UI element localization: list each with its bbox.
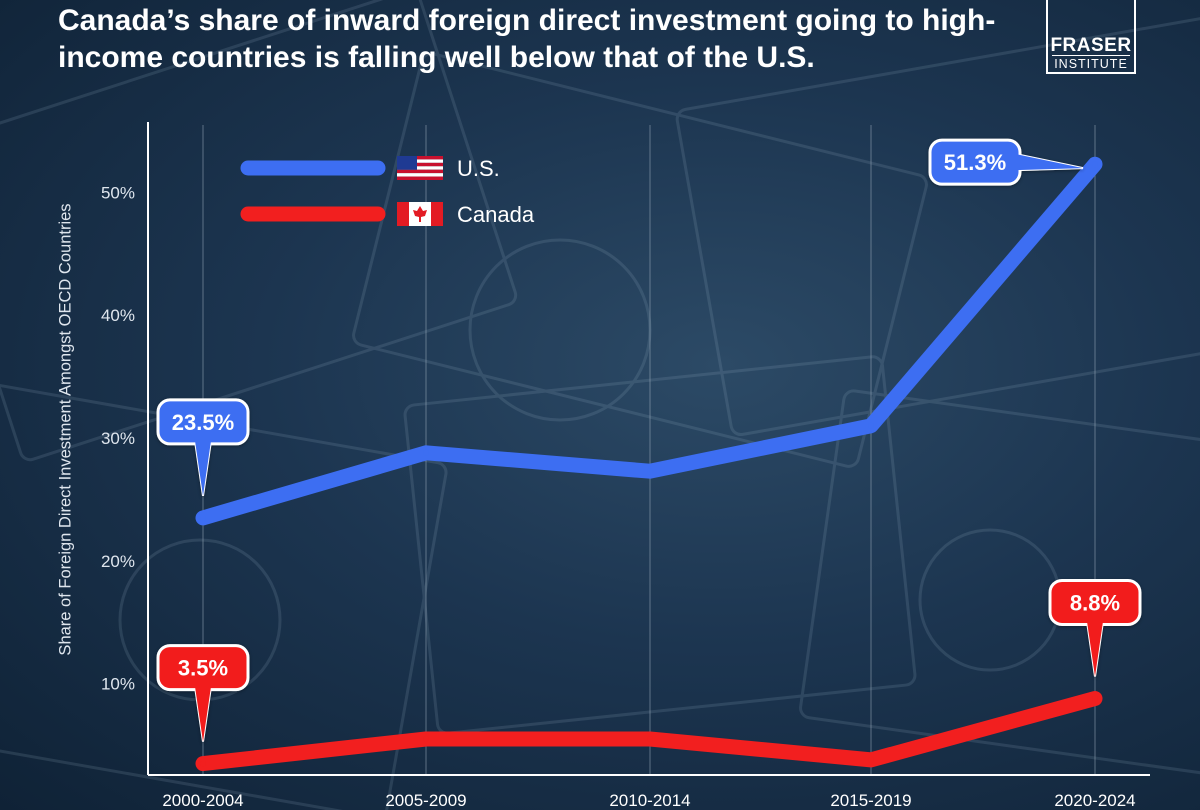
data-point [1092,161,1098,168]
series-lines [195,156,1103,772]
axes: 2000-2004 2005-2009 2010-2014 2015-2019 2020… [101,122,1150,810]
y-tick-label: 20% [101,552,135,571]
callout-tail-fill [195,686,211,742]
data-point [1092,695,1098,702]
canada-flag-icon [397,202,443,226]
callout-label: 8.8% [1070,590,1120,615]
callout-tail-fill [195,440,211,496]
value-callout: 8.8% [1048,578,1142,677]
maple-leaf-icon [413,206,427,222]
y-tick-label: 30% [101,429,135,448]
y-tick-label: 10% [101,675,135,694]
data-point [647,736,653,742]
vertical-grid [202,125,1096,775]
x-tick-label: 2020-2024 [1054,791,1135,810]
callout-label: 51.3% [944,150,1006,175]
y-tick-label: 50% [101,183,135,202]
callout-label: 23.5% [172,410,234,435]
data-point [423,736,429,742]
x-tick-label: 2010-2014 [609,791,690,810]
y-tick-label: 40% [101,306,135,325]
x-tick-label: 2015-2019 [830,791,911,810]
data-point [200,760,206,767]
us-flag-icon [397,156,443,180]
callout-tail-fill [1016,154,1083,171]
value-callout: 51.3% [928,138,1084,186]
x-tick-label: 2000-2004 [162,791,243,810]
data-point [200,514,206,521]
page-title: Canada’s share of inward foreign direct … [58,4,996,74]
legend-label: Canada [457,202,535,227]
logo-line2: INSTITUTE [1052,55,1130,71]
data-point [868,422,874,429]
data-point [647,468,653,475]
us-flag-stripe [397,156,443,160]
us-flag-canton [397,156,417,170]
data-point [868,756,874,763]
fraser-institute-logo: FRASER INSTITUTE [1046,0,1136,74]
value-callout: 3.5% [156,644,250,742]
canada-flag-bar-right [431,202,443,226]
us-flag-stripe [397,176,443,180]
us-flag-stripe [397,166,443,170]
data-point [423,449,429,456]
series-line [195,691,1103,772]
us-flag-stripe [397,169,443,174]
value-callout: 23.5% [156,398,250,497]
x-tick-label: 2005-2009 [385,791,466,810]
us-flag-stripe [397,159,443,163]
us-flag-stripe [397,162,443,167]
callout-tail-fill [1087,621,1103,677]
value-callouts: 23.5% 51.3% 3.5% 8.8% [156,138,1142,742]
legend-label: U.S. [457,156,500,181]
logo-line1: FRASER [1050,35,1132,56]
us-flag-stripe [397,173,443,177]
canada-flag-bar-left [397,202,409,226]
callout-label: 3.5% [178,656,228,681]
legend: U.S. Canada [240,156,535,227]
